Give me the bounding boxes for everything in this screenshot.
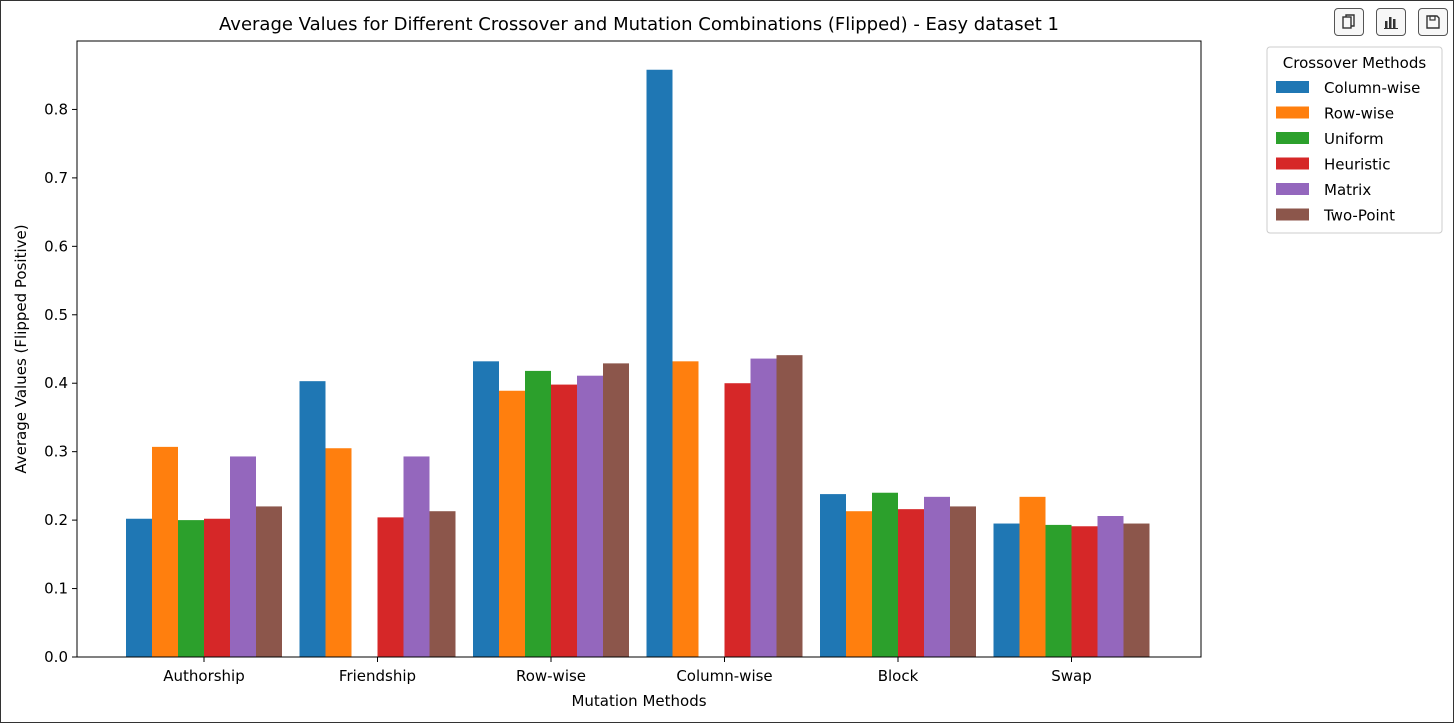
toolbar [1334,8,1448,36]
legend: Crossover Methods Column-wise Row-wise Uni… [1266,46,1443,234]
y-tick-label: 0.5 [44,306,68,324]
bar-row-wise-authorship [152,446,178,657]
bar-heuristic-swap [1071,526,1098,657]
y-tick-label: 0.3 [44,443,68,461]
bar-heuristic-friendship [377,517,404,657]
x-tick-label: Friendship [339,667,416,685]
bar-row-wise-column-wise [672,361,699,657]
legend-swatch [1276,208,1309,221]
bar-chart-icon [1384,17,1398,29]
bar-row-wise-swap [1019,496,1046,657]
bar-uniform-authorship [178,520,204,657]
bar-heuristic-authorship [204,518,230,657]
legend-box [1266,46,1443,234]
bar-uniform-swap [1045,524,1072,657]
x-tick-label: Column-wise [676,667,772,685]
legend-label: Row-wise [1324,105,1394,123]
bar-column-wise-column-wise [646,69,673,658]
legend-label: Two-Point [1323,207,1395,225]
y-axis-label: Average Values (Flipped Positive) [12,224,30,473]
legend-swatch [1276,81,1309,93]
y-axis: 0.0 0.1 0.2 0.3 0.4 0.5 0.6 0.7 0.8 [44,100,77,666]
bar-two-point-authorship [256,506,282,657]
bar-heuristic-block [898,509,924,657]
bar-matrix-block [924,496,950,657]
bar-uniform-block [872,492,898,657]
bar-column-wise-authorship [126,518,152,657]
bar-uniform-row-wise [525,370,551,657]
bar-column-wise-friendship [299,381,326,657]
legend-items: Column-wise Row-wise Uniform Heuristic Matri… [1276,79,1420,225]
x-axis-label: Mutation Methods [571,692,706,710]
x-tick-label: Row-wise [516,667,586,685]
bar-row-wise-block [846,511,872,657]
y-tick-label: 0.8 [44,100,68,118]
legend-swatch [1276,157,1309,170]
legend-label: Uniform [1324,130,1384,148]
save-button[interactable] [1418,8,1448,36]
y-tick-label: 0.4 [44,374,68,392]
bar-heuristic-row-wise [551,384,577,657]
copy-icon [1342,14,1355,29]
bar-two-point-block [950,506,976,657]
bar-column-wise-block [820,494,846,657]
legend-swatch [1276,183,1309,195]
legend-label: Heuristic [1324,156,1390,174]
bar-row-wise-row-wise [499,390,525,657]
bar-two-point-friendship [429,511,456,657]
bar-column-wise-swap [993,523,1020,657]
plot-area-border [76,40,1202,658]
copy-button[interactable] [1334,8,1364,36]
x-tick-label: Block [878,667,919,685]
bar-matrix-authorship [230,456,256,657]
legend-label: Matrix [1324,181,1371,199]
bar-heuristic-column-wise [724,383,751,657]
y-tick-label: 0.7 [44,169,68,187]
legend-swatch [1276,106,1309,119]
bar-column-wise-row-wise [473,361,499,657]
bar-matrix-swap [1097,516,1124,657]
bar-two-point-row-wise [603,363,629,657]
legend-swatch [1276,132,1309,144]
bar-chart-button[interactable] [1376,8,1406,36]
y-tick-label: 0.2 [44,511,68,529]
y-tick-label: 0.6 [44,237,68,255]
bar-matrix-friendship [403,456,430,657]
x-tick-label: Swap [1051,667,1092,685]
y-tick-label: 0.0 [44,648,68,666]
x-axis: Authorship Friendship Row-wise Column-wise B… [163,657,1092,685]
bar-row-wise-friendship [325,448,352,657]
chart-title: Average Values for Different Crossover a… [219,14,1059,35]
legend-title: Crossover Methods [1283,54,1427,72]
bar-two-point-column-wise [776,355,803,657]
x-tick-label: Authorship [163,667,245,685]
bar-matrix-column-wise [750,358,777,657]
bars-group [126,69,1150,658]
legend-label: Column-wise [1324,79,1420,97]
save-icon [1426,15,1440,29]
bar-two-point-swap [1123,523,1150,657]
bar-matrix-row-wise [577,375,603,657]
y-tick-label: 0.1 [44,580,68,598]
